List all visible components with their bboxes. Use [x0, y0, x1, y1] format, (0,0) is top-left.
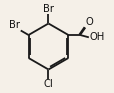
Text: O: O	[85, 17, 93, 27]
Text: Br: Br	[43, 4, 53, 14]
Text: Br: Br	[9, 20, 20, 30]
Text: OH: OH	[88, 32, 104, 42]
Text: Cl: Cl	[43, 79, 53, 89]
